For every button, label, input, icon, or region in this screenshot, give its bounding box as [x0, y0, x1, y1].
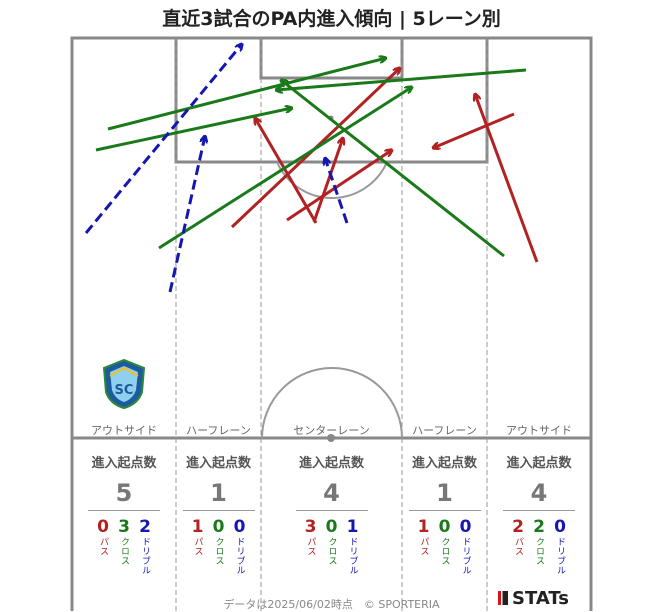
dribble-count: 0	[554, 517, 566, 537]
dribble-label: ドリブル	[234, 537, 245, 575]
cross-arrows	[95, 58, 527, 258]
pass-arrow	[475, 94, 539, 263]
lane-label-left-half: ハーフレーン	[186, 424, 251, 437]
pass-label: パス	[192, 537, 203, 556]
stat-total: 5	[115, 479, 133, 507]
cross-arrow	[281, 80, 505, 258]
stat-divider	[295, 510, 368, 511]
dribble-arrow	[325, 158, 349, 224]
pass-arrow	[255, 118, 318, 224]
stat-total: 4	[530, 479, 548, 507]
stat-breakdown: 3 パス 0 クロス 1 ドリブル	[261, 517, 402, 575]
stat-breakdown: 0 パス 3 クロス 2 ドリブル	[72, 517, 176, 575]
pass-count: 2	[512, 517, 524, 537]
pass-count: 1	[191, 517, 204, 537]
dribble-label: ドリブル	[555, 537, 565, 575]
pass-arrow	[312, 138, 343, 223]
stat-breakdown: 1 パス 0 クロス 0 ドリブル	[402, 517, 487, 575]
chart-title: 直近3試合のPA内進入傾向 | 5レーン別	[162, 8, 501, 30]
cross-count: 0	[438, 517, 451, 537]
lane-stats-center: 進入起点数 4 3 パス 0 クロス 1 ドリブル	[261, 452, 402, 575]
lane-stats-right-outside: 進入起点数 4 2 パス 2 クロス 0 ドリブル	[487, 452, 591, 575]
pass-label: パス	[305, 537, 316, 556]
stat-header: 進入起点数	[298, 456, 364, 471]
pitch-arcs	[261, 161, 403, 439]
pass-count: 1	[417, 517, 430, 537]
pass-label: パス	[513, 537, 523, 556]
cross-arrow	[107, 58, 386, 131]
pass-arrow	[433, 112, 515, 148]
stat-total: 1	[210, 479, 227, 507]
lane-label-left-outside: アウトサイド	[91, 424, 157, 437]
dribble-count: 2	[139, 517, 151, 537]
dribble-label: ドリブル	[140, 537, 150, 575]
lane-label-right-outside: アウトサイド	[506, 424, 572, 437]
cross-count: 3	[118, 517, 130, 537]
cross-count: 2	[533, 517, 545, 537]
brand-text: STATs	[512, 588, 569, 609]
dribble-arrow	[84, 44, 242, 234]
lane-stats-left-half: 進入起点数 1 1 パス 0 クロス 0 ドリブル	[176, 452, 261, 575]
crest-text: SC	[115, 383, 134, 398]
stat-total: 1	[436, 479, 453, 507]
lane-stats-left-outside: 進入起点数 5 0 パス 3 クロス 2 ドリブル	[72, 452, 176, 575]
stat-header: 進入起点数	[506, 456, 572, 471]
pass-label: パス	[98, 537, 108, 556]
centre-spot	[327, 434, 335, 442]
stat-total: 4	[323, 479, 340, 507]
pass-count: 0	[97, 517, 109, 537]
cross-label: クロス	[534, 537, 544, 566]
pass-arrow	[286, 150, 392, 222]
stat-header: 進入起点数	[91, 456, 157, 471]
lane-stats-right-half: 進入起点数 1 1 パス 0 クロス 0 ドリブル	[402, 452, 487, 575]
pass-count: 3	[304, 517, 317, 537]
stat-header: 進入起点数	[411, 456, 477, 471]
cross-count: 0	[325, 517, 338, 537]
dribble-label: ドリブル	[460, 537, 471, 575]
cross-arrow	[158, 87, 412, 250]
stats-logo-icon	[498, 591, 508, 605]
cross-count: 0	[212, 517, 225, 537]
stat-divider	[182, 510, 255, 511]
cross-arrow	[276, 68, 527, 90]
cross-label: クロス	[119, 537, 129, 566]
brand-logo: STATs	[498, 588, 569, 609]
dribble-count: 1	[346, 517, 359, 537]
stat-divider	[408, 510, 481, 511]
cross-arrow	[95, 108, 292, 152]
cross-label: クロス	[439, 537, 450, 566]
stat-header: 進入起点数	[185, 456, 251, 471]
dribble-arrows	[84, 44, 349, 293]
team-crest-icon: SC	[102, 358, 146, 410]
stat-breakdown: 1 パス 0 クロス 0 ドリブル	[176, 517, 261, 575]
cross-label: クロス	[326, 537, 337, 566]
dribble-count: 0	[459, 517, 472, 537]
cross-label: クロス	[213, 537, 224, 566]
stat-divider	[503, 510, 575, 511]
stat-divider	[88, 510, 160, 511]
footer-note: データは2025/06/02時点 © SPORTERIA	[223, 598, 440, 611]
dribble-count: 0	[233, 517, 246, 537]
dribble-arrow	[168, 136, 205, 293]
lane-label-right-half: ハーフレーン	[412, 424, 477, 437]
stat-breakdown: 2 パス 2 クロス 0 ドリブル	[487, 517, 591, 575]
pass-label: パス	[418, 537, 429, 556]
dribble-label: ドリブル	[347, 537, 358, 575]
lane-label-center: センターレーン	[293, 424, 370, 437]
